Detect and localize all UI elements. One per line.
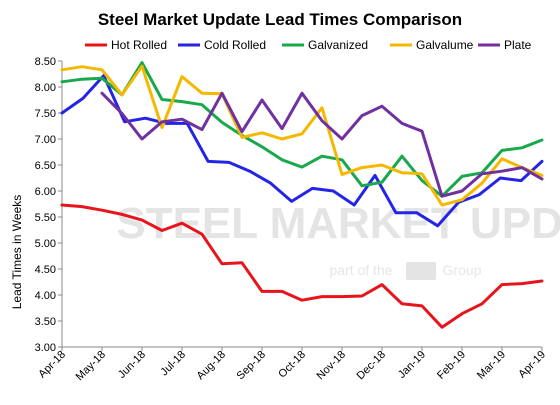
series-line-plate (100, 91, 544, 198)
legend-label: Galvanized (308, 38, 368, 52)
legend-item-plate: Plate (478, 38, 532, 52)
y-tick-label: 5.00 (35, 238, 56, 250)
watermark-brand: STEEL MARKET UPDATE (116, 199, 560, 248)
y-tick-label: 7.00 (35, 134, 56, 146)
y-tick-label: 6.00 (35, 186, 56, 198)
watermark-sub-left: part of the (329, 262, 392, 278)
y-tick-label: 7.50 (35, 108, 56, 120)
legend-label: Galvalume (416, 38, 474, 52)
y-axis-label: Lead Times in Weeks (10, 195, 24, 310)
legend-label: Hot Rolled (111, 38, 167, 52)
series-line-galvalume (60, 64, 544, 207)
watermark-sub-right: Group (443, 262, 482, 278)
watermark: STEEL MARKET UPDATE part of the CRU Grou… (116, 199, 560, 280)
legend: Hot Rolled Cold Rolled Galvanized Galvalume… (85, 38, 532, 52)
watermark-cru-box (406, 262, 436, 280)
legend-label: Cold Rolled (204, 38, 266, 52)
y-tick-label: 5.50 (35, 212, 56, 224)
legend-label: Plate (504, 38, 532, 52)
y-tick-label: 4.50 (35, 264, 56, 276)
plot-area (60, 61, 544, 329)
series-line-galvanized (60, 61, 544, 198)
chart-title: Steel Market Update Lead Times Compariso… (98, 10, 462, 29)
legend-item-cold-rolled: Cold Rolled (178, 38, 266, 52)
legend-item-galvalume: Galvalume (390, 38, 474, 52)
y-tick-label: 8.00 (35, 82, 56, 94)
y-tick-label: 3.50 (35, 316, 56, 328)
y-tick-label: 3.00 (35, 342, 56, 354)
series-line-hot-rolled (60, 203, 544, 329)
y-tick-label: 4.00 (35, 290, 56, 302)
legend-item-hot-rolled: Hot Rolled (85, 38, 167, 52)
y-tick-label: 8.50 (35, 56, 56, 68)
legend-item-galvanized: Galvanized (282, 38, 368, 52)
y-tick-label: 6.50 (35, 160, 56, 172)
watermark-sub-mid: CRU (408, 264, 434, 278)
